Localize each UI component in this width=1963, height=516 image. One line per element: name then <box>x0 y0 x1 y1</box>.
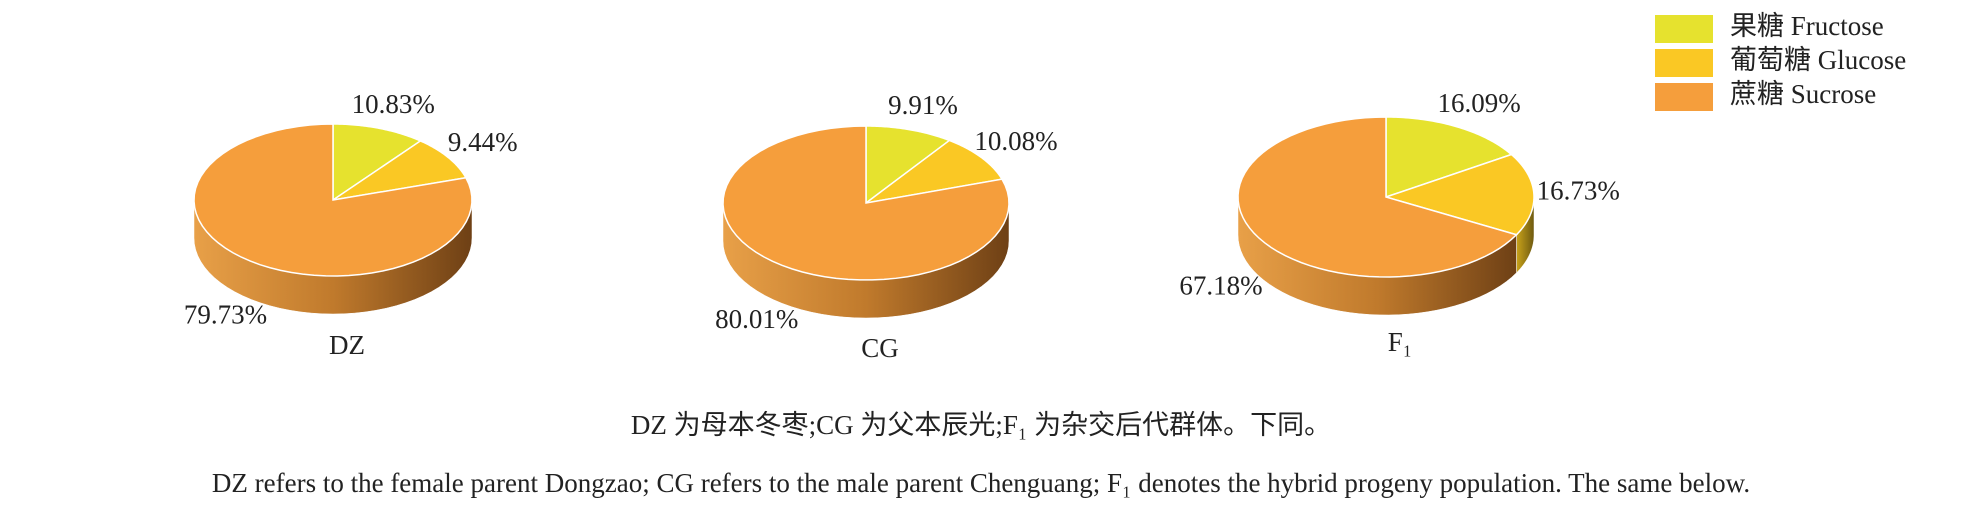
pie-slice <box>332 140 468 201</box>
pie-slice <box>193 123 473 277</box>
data-label: 67.18% <box>1179 271 1262 301</box>
legend-label: 果糖 Fructose <box>1730 11 1884 41</box>
data-label: 80.01% <box>715 304 798 334</box>
pie-slice <box>865 139 1004 204</box>
caption-en: DZ refers to the female parent Dongzao; … <box>212 468 1750 498</box>
data-label: 16.73% <box>1537 176 1620 206</box>
legend-swatch <box>1655 83 1713 111</box>
data-label: 79.73% <box>184 300 267 330</box>
pie-title: F₁ <box>1388 327 1412 357</box>
pie-slice <box>332 123 423 202</box>
pie-title: DZ <box>329 330 365 360</box>
data-label: 9.91% <box>888 90 958 120</box>
data-label: 10.08% <box>974 126 1057 156</box>
pie-slice <box>865 125 951 205</box>
legend-swatch <box>1655 49 1713 77</box>
legend-label: 葡萄糖 Glucose <box>1730 45 1906 75</box>
caption-zh: DZ 为母本冬枣;CG 为父本辰光;F₁ 为杂交后代群体。下同。 <box>631 410 1331 440</box>
data-label: 16.09% <box>1438 88 1521 118</box>
pie-slice <box>1237 116 1518 278</box>
pie-title: CG <box>861 333 899 363</box>
data-label: 9.44% <box>448 127 518 157</box>
pie-slice <box>1383 153 1535 236</box>
legend-swatch <box>1655 15 1713 43</box>
legend-label: 蔗糖 Sucrose <box>1730 79 1876 109</box>
pie-slice <box>1385 116 1513 199</box>
pie-slice <box>722 125 1010 281</box>
data-label: 10.83% <box>352 89 435 119</box>
